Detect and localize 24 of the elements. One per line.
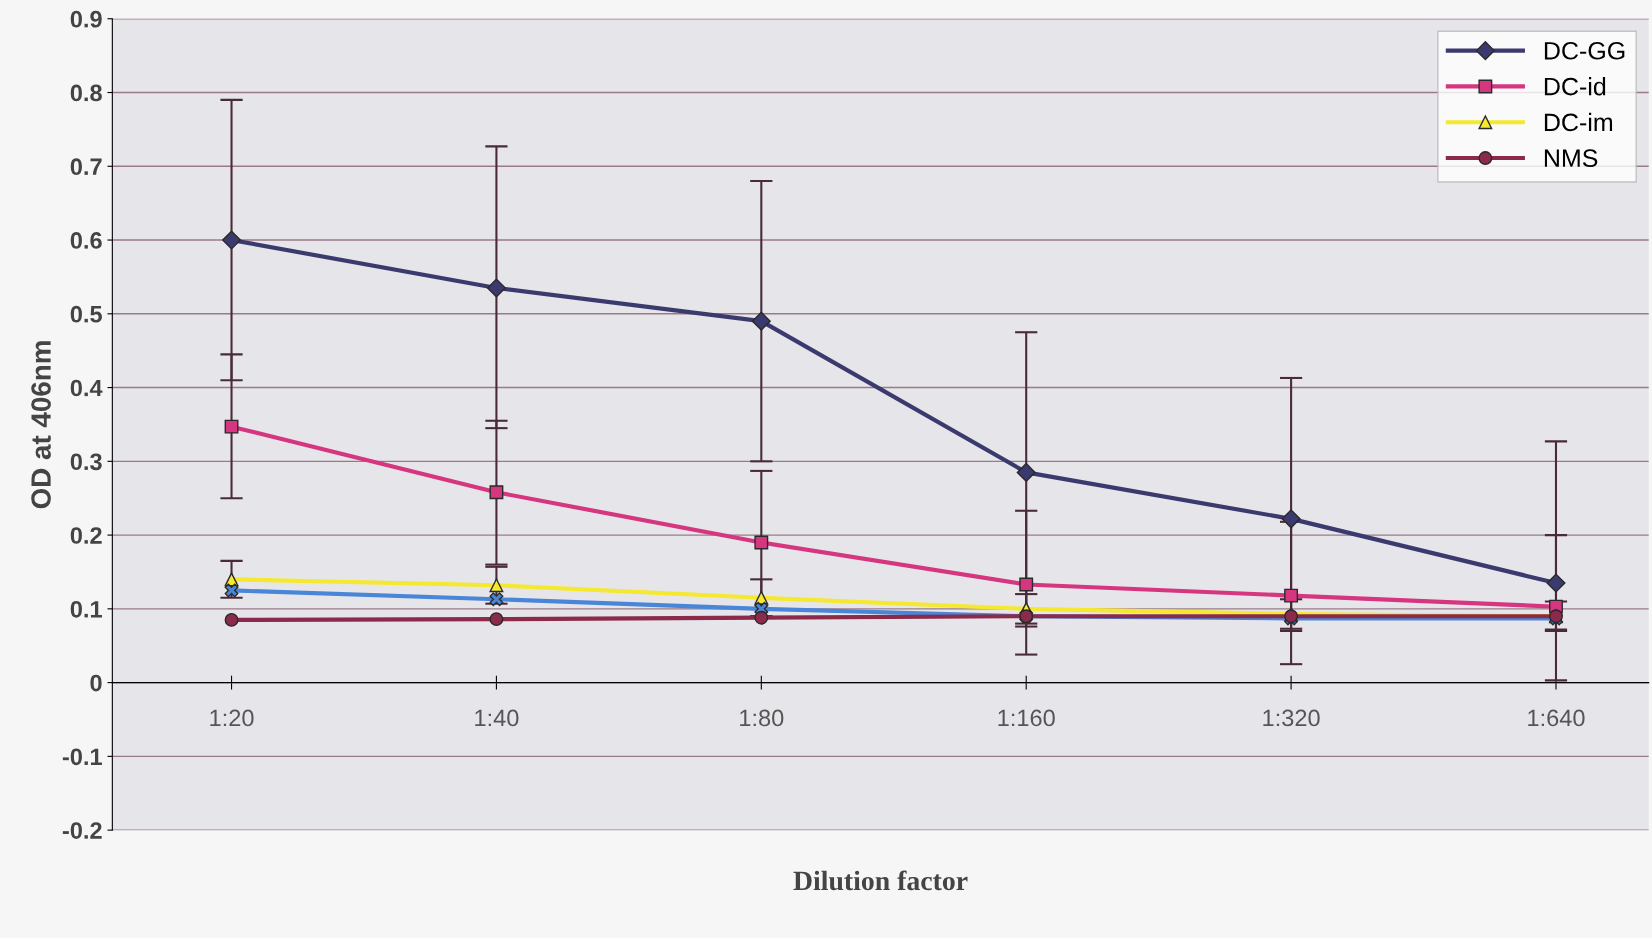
y-tick-label: 0.3 — [70, 453, 102, 471]
y-tick-label: 0 — [90, 674, 102, 692]
y-tick-label: 0.2 — [70, 527, 102, 544]
y-tick-label: -0.1 — [62, 748, 102, 766]
x-tick-label: 1:80 — [740, 709, 784, 727]
x-axis-title: Dilution factor — [793, 870, 968, 891]
x-tick-label: 1:40 — [475, 709, 519, 727]
legend-label: DC-im — [1544, 112, 1613, 132]
y-tick-label: 0.6 — [70, 232, 102, 249]
x-tick-label: 1:320 — [1263, 709, 1320, 727]
y-tick-label: 0.7 — [70, 158, 102, 176]
y-axis-title: OD at 406nm — [31, 341, 51, 509]
legend-label: NMS — [1544, 149, 1598, 168]
y-tick-label: 0.5 — [70, 305, 102, 323]
y-tick-label: 0.4 — [70, 379, 103, 397]
x-tick-label: 1:160 — [998, 709, 1055, 727]
legend-label: DC-id — [1544, 77, 1606, 96]
y-tick-label: 0.9 — [70, 10, 102, 28]
y-tick-label: 0.8 — [70, 84, 102, 102]
legend-label: DC-GG — [1544, 41, 1625, 60]
x-tick-label: 1:20 — [210, 709, 254, 727]
y-tick-label: 0.1 — [70, 600, 102, 618]
y-tick-label: -0.2 — [62, 822, 102, 839]
x-tick-label: 1:640 — [1528, 709, 1585, 727]
